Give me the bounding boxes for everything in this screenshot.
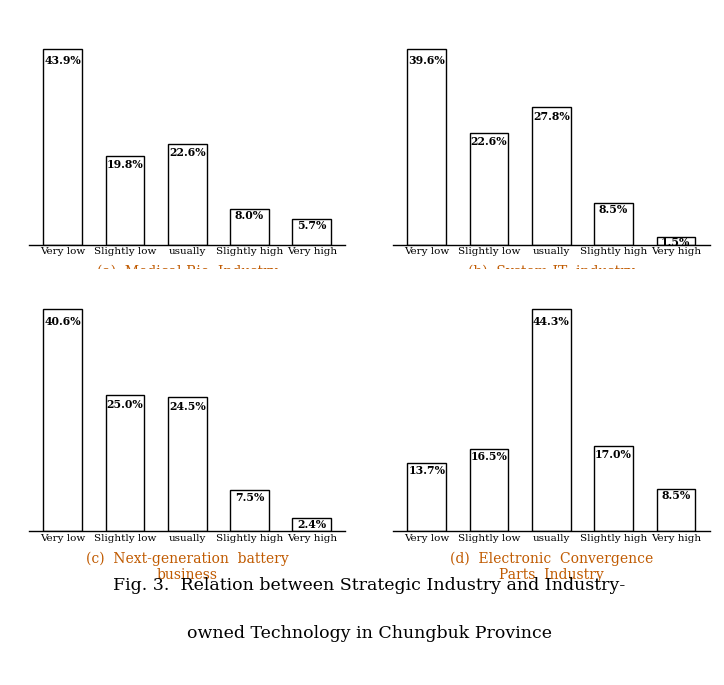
Bar <box>106 156 144 245</box>
Bar <box>657 237 695 245</box>
Bar <box>168 397 206 532</box>
Bar <box>470 133 508 245</box>
Text: 13.7%: 13.7% <box>408 464 445 476</box>
Text: 44.3%: 44.3% <box>533 316 570 327</box>
Text: 25.0%: 25.0% <box>106 399 143 410</box>
X-axis label: (a)  Medical-Bio  Industry: (a) Medical-Bio Industry <box>97 265 277 279</box>
Text: 22.6%: 22.6% <box>169 147 206 158</box>
Bar <box>292 219 331 245</box>
Bar <box>657 489 695 532</box>
Text: 19.8%: 19.8% <box>106 159 143 170</box>
Bar <box>408 49 446 245</box>
Text: 8.5%: 8.5% <box>599 204 628 215</box>
Text: 7.5%: 7.5% <box>235 492 264 503</box>
X-axis label: (b)  System-IT  industry: (b) System-IT industry <box>468 265 635 279</box>
X-axis label: (d)  Electronic  Convergence
Parts  Industry: (d) Electronic Convergence Parts Industr… <box>450 551 653 582</box>
Text: 17.0%: 17.0% <box>595 449 632 460</box>
Bar <box>168 144 206 245</box>
Bar <box>594 203 633 245</box>
Text: 22.6%: 22.6% <box>471 136 508 147</box>
Text: 39.6%: 39.6% <box>408 55 445 66</box>
Text: Fig. 3.  Relation between Strategic Industry and Industry-: Fig. 3. Relation between Strategic Indus… <box>113 577 626 594</box>
Text: owned Technology in Chungbuk Province: owned Technology in Chungbuk Province <box>187 625 552 642</box>
Bar <box>43 309 82 532</box>
Bar <box>230 490 269 532</box>
Bar <box>532 108 571 245</box>
Text: 8.5%: 8.5% <box>661 490 691 501</box>
Text: 2.4%: 2.4% <box>298 519 327 530</box>
Bar <box>532 309 571 532</box>
Text: 24.5%: 24.5% <box>169 401 206 412</box>
Text: 16.5%: 16.5% <box>471 451 508 462</box>
Bar <box>43 49 82 245</box>
Text: 1.5%: 1.5% <box>661 238 691 249</box>
Bar <box>230 209 269 245</box>
Text: 8.0%: 8.0% <box>235 210 264 221</box>
Bar <box>106 395 144 532</box>
Bar <box>292 519 331 532</box>
X-axis label: (c)  Next-generation  battery
business: (c) Next-generation battery business <box>86 551 289 582</box>
Bar <box>594 446 633 532</box>
Text: 40.6%: 40.6% <box>44 316 81 327</box>
Bar <box>408 462 446 532</box>
Text: 5.7%: 5.7% <box>297 220 327 231</box>
Text: 43.9%: 43.9% <box>44 55 81 66</box>
Bar <box>470 449 508 532</box>
Text: 27.8%: 27.8% <box>533 112 570 123</box>
